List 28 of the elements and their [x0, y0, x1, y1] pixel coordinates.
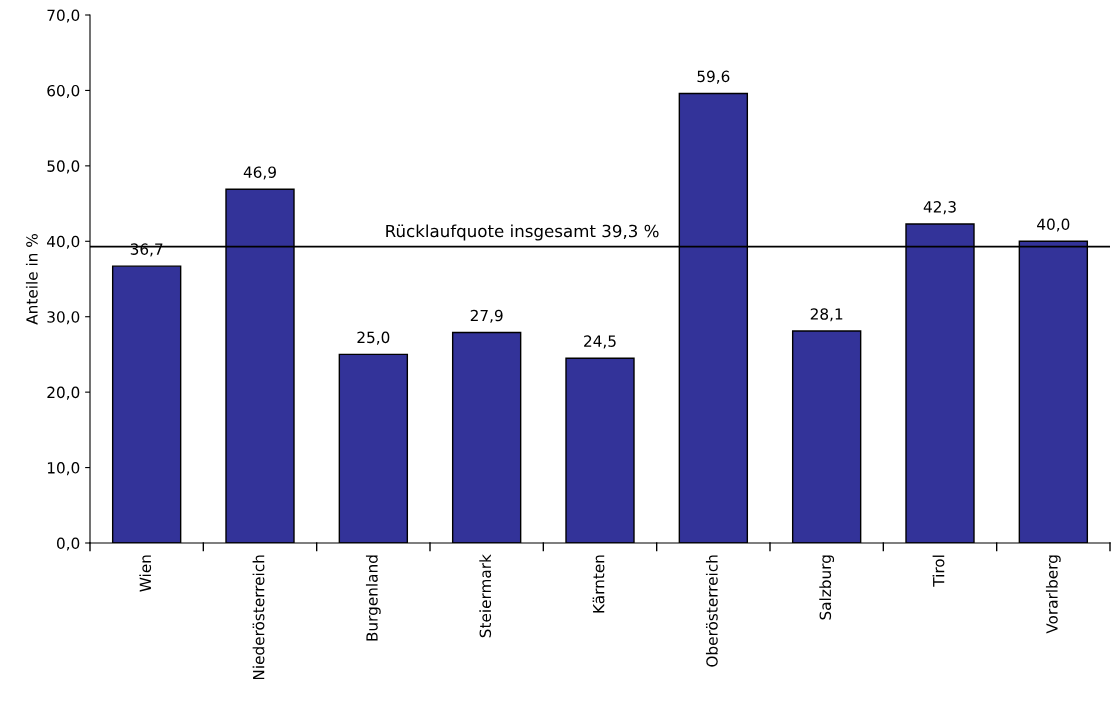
- x-tick-label: Oberösterreich: [705, 555, 718, 667]
- y-tick-label: 10,0: [47, 462, 80, 476]
- data-label: 27,9: [470, 309, 503, 323]
- data-label: 40,0: [1037, 218, 1070, 232]
- x-tick-label: Tirol: [932, 555, 945, 587]
- y-tick-label: 0,0: [56, 537, 80, 551]
- data-label: 25,0: [357, 331, 390, 345]
- ref-line-label: Rücklaufquote insgesamt 39,3 %: [386, 224, 659, 241]
- y-tick-label: 20,0: [47, 386, 80, 400]
- y-axis-title: Anteile in %: [25, 234, 38, 325]
- y-tick-label: 60,0: [47, 84, 80, 99]
- data-label: 28,1: [810, 308, 843, 322]
- x-tick-label: Salzburg: [819, 555, 835, 620]
- data-label: 42,3: [923, 201, 956, 215]
- x-tick-label: Vorarlberg: [1045, 555, 1061, 634]
- x-tick-label: Niederösterreich: [252, 555, 265, 680]
- data-label: 24,5: [584, 335, 616, 349]
- y-tick-label: 50,0: [47, 160, 80, 174]
- data-label: 36,7: [130, 243, 163, 257]
- y-tick-label: 30,0: [47, 311, 80, 325]
- y-tick-label: 70,0: [47, 9, 80, 23]
- x-tick-label: Burgenland: [365, 555, 381, 641]
- data-label: 46,9: [243, 166, 276, 180]
- data-label: 59,6: [697, 70, 730, 84]
- x-tick-label: Wien: [139, 555, 152, 592]
- x-tick-label: Kärnten: [592, 555, 605, 613]
- x-tick-label: Steiermark: [479, 554, 492, 638]
- y-tick-label: 40,0: [47, 235, 80, 249]
